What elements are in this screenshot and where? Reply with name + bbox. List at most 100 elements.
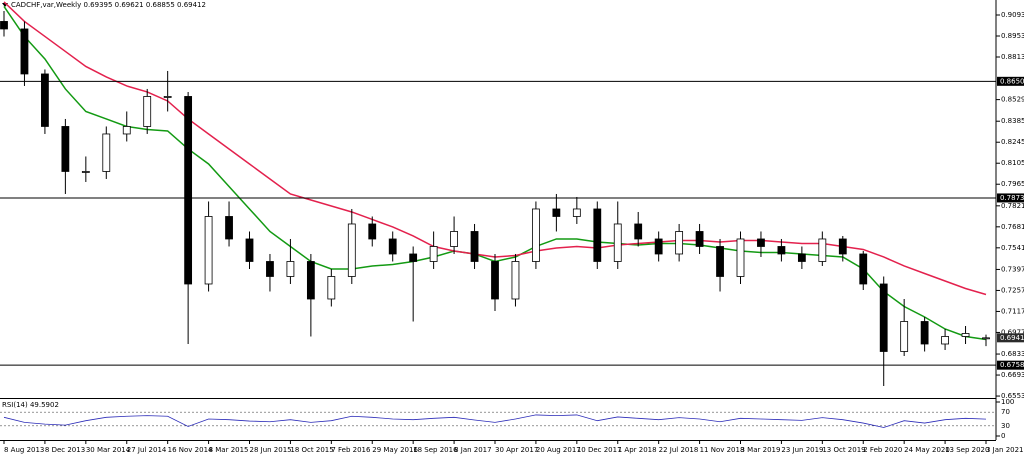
y-tick-label: 0.65530: [1001, 392, 1024, 400]
x-tick-label: 18 Sep 2016: [413, 446, 458, 454]
rsi-tick-label: 70: [1001, 408, 1010, 416]
candle-body: [511, 261, 520, 300]
level-tag: [997, 193, 1024, 203]
level-label: 0.86509: [1000, 77, 1024, 85]
candle-body: [225, 216, 233, 240]
candle-body: [388, 238, 397, 255]
candle-body: [122, 126, 131, 135]
x-tick-label: 8 Jan 2017: [454, 446, 492, 454]
candle-body: [879, 283, 888, 352]
rsi-tick-label: 0: [1001, 432, 1005, 440]
candle-body: [736, 238, 745, 277]
level-label: 0.78735: [1000, 194, 1024, 202]
rsi-line: [3, 414, 987, 428]
candle-body: [797, 253, 806, 262]
candle-body: [552, 208, 561, 217]
chart-title: CADCHF,var,Weekly 0.69395 0.69621 0.6885…: [11, 1, 206, 9]
candle-body: [491, 261, 499, 300]
candle-body: [838, 238, 847, 255]
candle-body: [675, 231, 684, 255]
x-tick-label: 10 Dec 2017: [577, 446, 622, 454]
candle-body: [470, 231, 479, 262]
level-label: 0.67588: [1000, 361, 1024, 369]
x-tick-label: 11 Nov 2018: [700, 446, 745, 454]
candle-body: [572, 208, 581, 217]
x-tick-label: 3 Jan 2021: [986, 446, 1024, 454]
candle-body: [286, 261, 295, 277]
x-tick-label: 7 Feb 2016: [331, 446, 371, 454]
x-tick-label: 30 Mar 2014: [86, 446, 131, 454]
candle-body: [81, 171, 90, 173]
x-tick-label: 22 Jul 2018: [659, 446, 699, 454]
x-tick-label: 8 Mar 2015: [209, 446, 249, 454]
candle-body: [920, 321, 929, 345]
candle-body: [961, 333, 970, 337]
candle-body: [163, 96, 172, 98]
last-price-label: 0.69412: [1000, 334, 1024, 342]
level-tag: [997, 76, 1024, 86]
x-tick-label: 27 Jul 2014: [127, 446, 167, 454]
candle-body: [245, 238, 254, 262]
candle-body: [41, 73, 49, 127]
rsi-tick-label: 30: [1001, 422, 1010, 430]
candle-body: [204, 216, 213, 285]
candle-body: [818, 238, 827, 262]
x-tick-label: 18 Oct 2015: [290, 446, 333, 454]
candle-body: [777, 246, 786, 255]
candle-body: [613, 223, 622, 262]
x-tick-label: 1 Apr 2018: [618, 446, 657, 454]
last-price-tag: [997, 333, 1024, 343]
candle-body: [654, 238, 663, 255]
level-tag: [997, 360, 1024, 370]
x-tick-label: 23 Jun 2019: [781, 446, 823, 454]
candle-body: [0, 21, 8, 30]
candle-body: [184, 96, 193, 285]
candle-body: [409, 253, 418, 262]
x-tick-label: 20 Aug 2017: [536, 446, 581, 454]
candle-body: [859, 253, 868, 285]
x-tick-label: 16 Nov 2014: [168, 446, 213, 454]
candle-body: [716, 246, 724, 277]
candle-body: [900, 321, 909, 352]
candle-body: [941, 336, 949, 345]
x-tick-label: 13 Sep 2020: [945, 446, 989, 454]
candle-body: [347, 223, 356, 277]
x-tick-label: 29 May 2016: [372, 446, 418, 454]
candle-body: [695, 231, 704, 247]
candle-body: [368, 223, 377, 240]
rsi-label: RSI(14) 49.5902: [2, 401, 59, 409]
candle-body: [143, 96, 152, 127]
candle-body: [532, 208, 540, 262]
x-tick-label: 28 Jun 2015: [250, 446, 292, 454]
candle-body: [306, 261, 315, 300]
candle-body: [266, 261, 274, 277]
x-tick-label: 13 Oct 2019: [822, 446, 865, 454]
x-tick-label: 3 Mar 2019: [741, 446, 781, 454]
candle-body: [20, 28, 29, 75]
candle-body: [634, 223, 643, 240]
candle-body: [593, 208, 602, 262]
candle-body: [757, 238, 765, 247]
rsi-tick-label: 100: [1001, 398, 1014, 406]
x-tick-label: 30 Apr 2017: [495, 446, 538, 454]
candle-body: [102, 133, 111, 172]
candle-body: [61, 126, 70, 172]
x-tick-label: 24 May 2020: [904, 446, 950, 454]
